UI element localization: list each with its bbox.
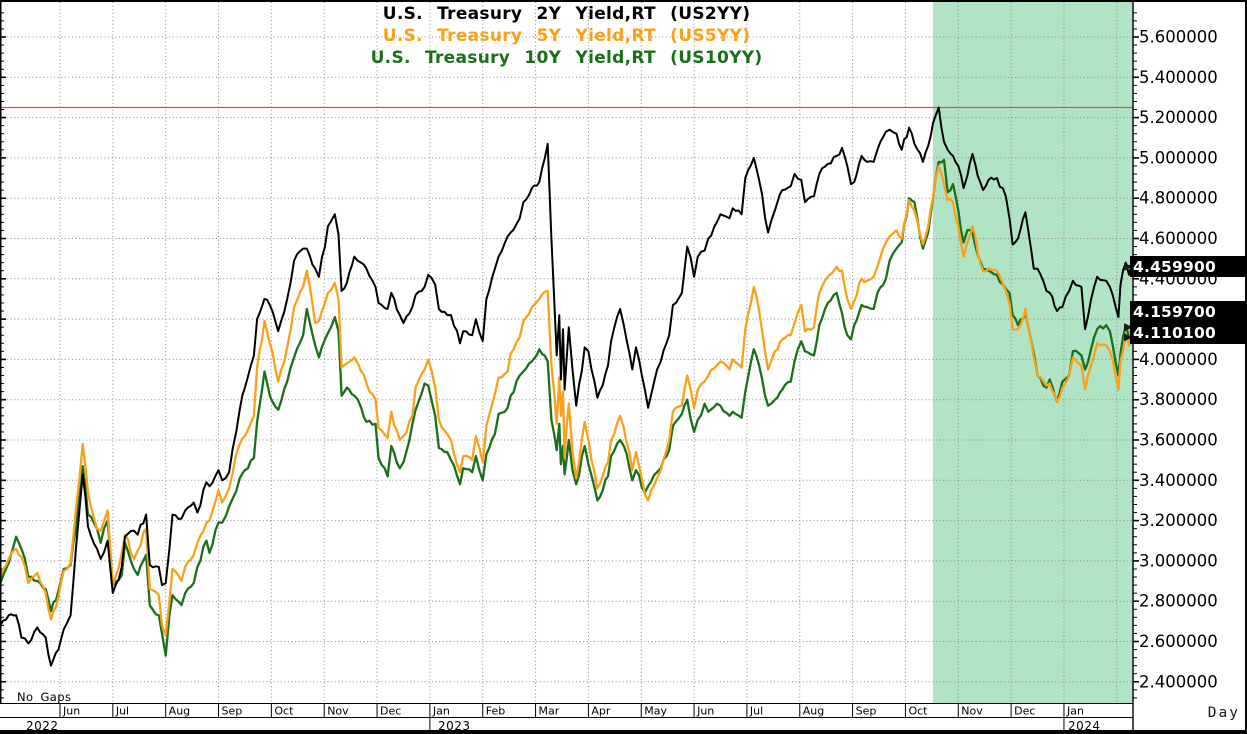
legend-us10yy: U.S. Treasury 10Y Yield,RT (US10YY) — [370, 48, 763, 68]
x-axis-month-label: Oct — [274, 705, 294, 718]
y-axis-tick-label: 3.800000 — [1139, 390, 1218, 409]
x-axis-month-label: Sep — [222, 705, 243, 718]
y-axis-tick-label: 3.000000 — [1139, 551, 1218, 570]
x-axis-month-label: Jul — [749, 705, 763, 718]
no-gaps-note: No Gaps — [17, 690, 72, 704]
y-axis-tick-label: 3.200000 — [1139, 511, 1218, 530]
x-axis-month-label: May — [644, 705, 667, 718]
legend-us5yy: U.S. Treasury 5Y Yield,RT (US5YY) — [382, 26, 751, 46]
y-axis-tick-label: 4.000000 — [1139, 350, 1218, 369]
last-price-label-us5yy: 4.159700 — [1130, 301, 1247, 322]
last-price-label-us2yy: 4.459900 — [1130, 256, 1247, 277]
last-price-label-us10yy: 4.110100 — [1130, 322, 1247, 344]
y-axis-tick-label: 2.800000 — [1139, 592, 1218, 611]
x-axis-year-2022: 2022 — [26, 719, 59, 733]
x-axis-month-label: Mar — [539, 705, 560, 718]
y-axis-tick-label: 5.000000 — [1139, 148, 1218, 167]
y-axis-tick-label: 4.800000 — [1139, 189, 1218, 208]
y-axis-tick-label: 3.600000 — [1139, 431, 1218, 450]
x-axis-month-label: Jun — [696, 705, 714, 718]
y-axis: 5.600000 5.400000 5.200000 5.000000 4.800000… — [1139, 28, 1218, 692]
x-axis-month-label: Dec — [1014, 705, 1035, 718]
series-us2yy — [0, 106, 1133, 667]
interval-day-label: Day — [1207, 705, 1240, 721]
series-us10yy — [0, 158, 1133, 657]
x-axis-month-label: Apr — [591, 705, 611, 718]
y-axis-tick-label: 5.600000 — [1139, 28, 1218, 47]
y-axis-tick-label: 2.400000 — [1139, 672, 1218, 691]
x-axis-month-label: Aug — [169, 705, 190, 718]
x-axis-month-label: Nov — [961, 705, 983, 718]
x-axis-month-label: Aug — [803, 705, 824, 718]
x-axis-month-label: Nov — [327, 705, 349, 718]
y-axis-tick-label: 2.600000 — [1139, 632, 1218, 651]
series-us5yy — [0, 164, 1133, 637]
x-axis-year-2024: 2024 — [1068, 719, 1101, 733]
x-axis-month-label: Oct — [908, 705, 928, 718]
line-end-arrow-icon — [1124, 333, 1133, 342]
y-axis-tick-label: 3.400000 — [1139, 471, 1218, 490]
y-axis-tick-label: 4.600000 — [1139, 229, 1218, 248]
x-axis-month-label: Jan — [432, 705, 450, 718]
gridlines — [0, 2, 1133, 703]
y-axis-tick-label: 5.200000 — [1139, 108, 1218, 127]
legend-us2yy: U.S. Treasury 2Y Yield,RT (US2YY) — [382, 4, 751, 24]
x-axis-month-label: Dec — [380, 705, 401, 718]
x-axis-month-label: Feb — [486, 705, 505, 718]
x-axis-month-label: Jul — [115, 705, 129, 718]
x-axis-month-label: Sep — [856, 705, 877, 718]
x-axis: Jun Jul Aug Sep Oct Nov Dec Jan Feb Mar Apr May Jun J… — [0, 703, 1133, 730]
x-axis-year-2023: 2023 — [438, 719, 471, 733]
x-axis-month-label: Jun — [62, 705, 80, 718]
x-axis-month-label: Jan — [1066, 705, 1084, 718]
y-axis-tick-label: 5.400000 — [1139, 68, 1218, 87]
line-end-arrow-icon — [1124, 323, 1133, 332]
line-end-arrow-icon — [1124, 262, 1133, 271]
